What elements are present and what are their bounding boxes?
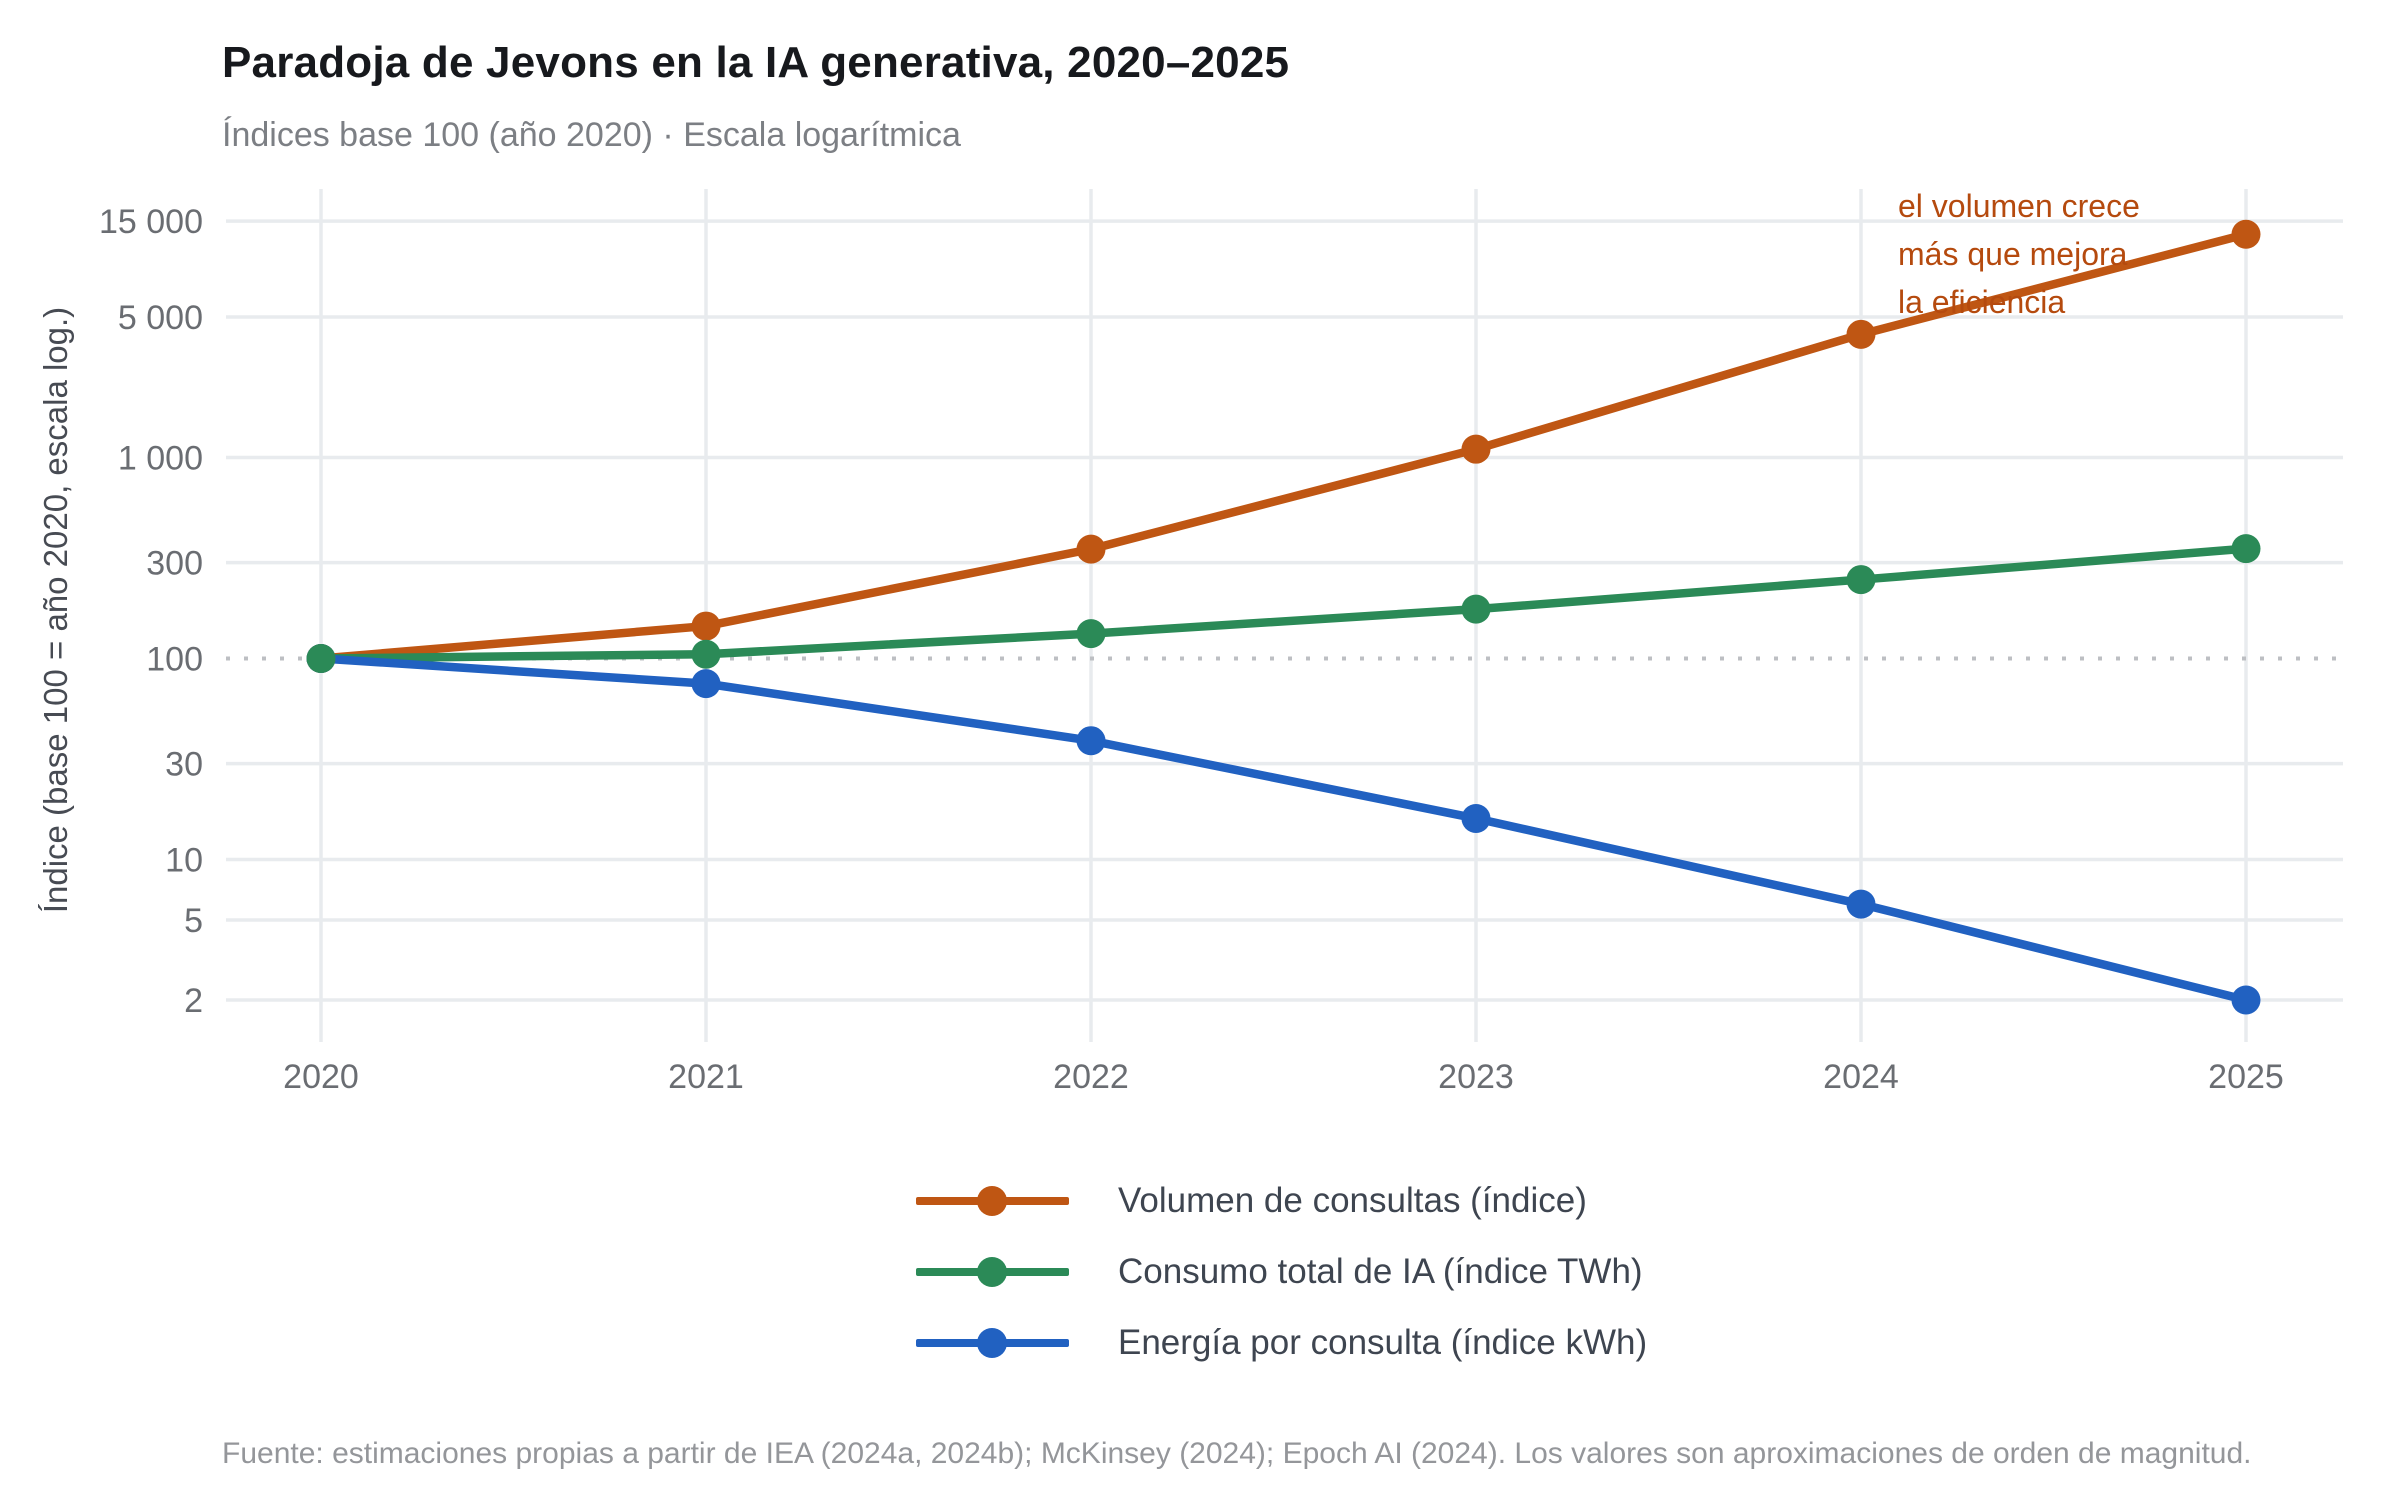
data-point <box>1461 594 1491 624</box>
legend-item: Volumen de consultas (índice) <box>916 1181 1647 1220</box>
annotation: el volumen crece más que mejora la eficien… <box>1898 182 2140 326</box>
series-line <box>320 230 2248 663</box>
data-point <box>306 644 336 673</box>
legend-line-dot-marker <box>916 1186 1069 1216</box>
legend-dot <box>977 1328 1007 1358</box>
y-tick-label: 2 <box>184 982 203 1020</box>
legend-item: Energía por consulta (índice kWh) <box>916 1323 1647 1362</box>
annotation-line: el volumen crece <box>1898 188 2140 224</box>
data-point <box>691 639 721 669</box>
series-line <box>320 544 2247 663</box>
legend: Volumen de consultas (índice) Consumo tot… <box>916 1181 1647 1399</box>
data-point <box>1076 726 1106 756</box>
y-tick-label: 1 000 <box>118 440 203 478</box>
legend-dot <box>977 1186 1007 1216</box>
legend-line-dot-marker <box>916 1257 1069 1287</box>
y-tick-label: 100 <box>146 641 203 679</box>
y-tick-label: 5 <box>184 902 203 940</box>
legend-label: Energía por consulta (índice kWh) <box>1118 1323 1648 1362</box>
chart-subtitle: Índices base 100 (año 2020) · Escala log… <box>222 116 961 154</box>
data-point <box>691 669 721 699</box>
x-tick-label: 2025 <box>2208 1058 2284 1096</box>
y-tick-label: 10 <box>165 842 203 880</box>
data-point <box>1461 803 1491 833</box>
y-tick-label: 15 000 <box>99 203 203 241</box>
data-point <box>1846 565 1876 595</box>
legend-line-dot-marker <box>916 1328 1069 1358</box>
data-point <box>1076 619 1106 649</box>
annotation-line: la eficiencia <box>1898 284 2066 320</box>
source-note: Fuente: estimaciones propias a partir de… <box>222 1437 2252 1470</box>
y-tick-label: 30 <box>165 746 203 784</box>
x-tick-label: 2020 <box>283 1058 359 1096</box>
data-point <box>1076 534 1106 564</box>
y-tick-label: 300 <box>146 545 203 583</box>
legend-dot <box>977 1257 1007 1287</box>
data-point <box>2231 985 2261 1015</box>
data-point <box>2231 534 2261 564</box>
x-tick-label: 2021 <box>668 1058 744 1096</box>
x-tick-label: 2023 <box>1438 1058 1514 1096</box>
series-line <box>320 654 2248 1005</box>
x-tick-label: 2022 <box>1053 1058 1129 1096</box>
data-point <box>1461 434 1491 464</box>
y-tick-label: 5 000 <box>118 299 203 337</box>
data-point <box>691 611 721 641</box>
annotation-line: más que mejora <box>1898 236 2128 272</box>
x-tick-label: 2024 <box>1823 1058 1899 1096</box>
legend-label: Volumen de consultas (índice) <box>1118 1181 1587 1220</box>
legend-label: Consumo total de IA (índice TWh) <box>1118 1252 1643 1291</box>
chart-title: Paradoja de Jevons en la IA generativa, … <box>222 38 1290 87</box>
data-point <box>1846 889 1876 919</box>
data-point <box>1846 319 1876 349</box>
legend-item: Consumo total de IA (índice TWh) <box>916 1252 1647 1291</box>
data-point <box>2231 219 2261 249</box>
